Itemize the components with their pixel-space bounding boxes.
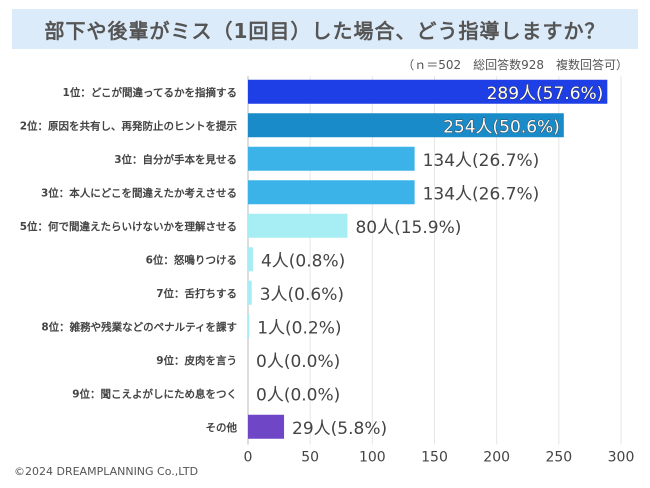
category-label: 9位：聞こえよがしにため息をつく [72,387,237,400]
category-label: 8位：雑務や残業などのペナルティを課す [41,320,237,333]
x-tick-label: 150 [421,450,448,466]
category-label: 6位：怒鳴りつける [146,253,237,266]
data-label: 3人(0.6%) [260,285,344,305]
bar [248,314,250,339]
bar [248,247,253,272]
category-label: 5位：何で間違えたらいけないかを理解させる [20,220,237,233]
category-label: 3位：本人にどこを間違えたか考えさせる [41,186,237,199]
data-label: 4人(0.8%) [261,251,345,271]
x-tick-label: 0 [244,450,253,466]
x-tick-label: 200 [483,450,510,466]
data-label: 80人(15.9%) [355,218,461,238]
category-label: 7位：舌打ちする [156,287,237,300]
copyright: ©2024 DREAMPLANNING Co.,LTD [14,465,199,478]
x-tick-label: 300 [608,450,635,466]
data-label: 0人(0.0%) [256,352,340,372]
data-label: 254人(50.6%) [443,117,560,137]
category-label: 1位：どこが間違ってるかを指摘する [63,86,237,99]
category-label: その他 [206,421,238,434]
bar [248,213,348,238]
bar [248,180,415,205]
bar [248,280,252,305]
category-label: 2位：原因を共有し、再発防止のヒントを提示 [20,119,238,132]
data-label: 1人(0.2%) [257,318,341,338]
bar [248,79,608,104]
x-tick-label: 250 [545,450,572,466]
data-label: 134人(26.7%) [423,184,540,204]
chart-title: 部下や後輩がミス（1回目）した場合、どう指導しますか？ [44,18,606,43]
data-label: 289人(57.6%) [487,84,604,104]
x-tick-label: 50 [301,450,319,466]
sample-note: （ｎ＝502 総回答数928 複数回答可） [402,58,628,72]
bar [248,414,285,439]
data-label: 134人(26.7%) [423,151,540,171]
category-label: 3位：自分が手本を見せる [114,153,237,166]
title-banner: 部下や後輩がミス（1回目）した場合、どう指導しますか？ [12,9,638,49]
data-label: 29人(5.8%) [292,419,387,439]
data-label: 0人(0.0%) [256,385,340,405]
x-tick-label: 100 [359,450,386,466]
category-label: 9位：皮肉を言う [156,354,237,367]
bar [248,146,415,171]
bar [248,113,564,138]
